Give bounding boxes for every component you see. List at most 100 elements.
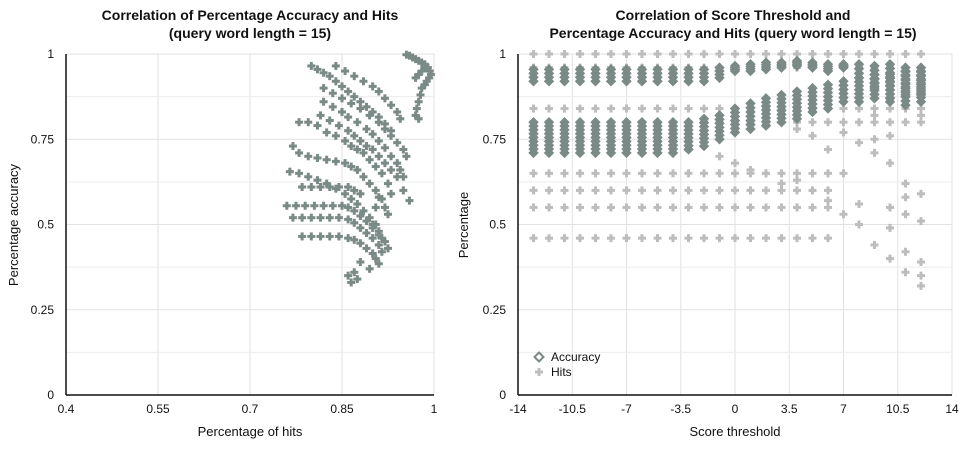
data-point xyxy=(344,234,353,243)
hits-point xyxy=(824,186,832,195)
data-point xyxy=(356,97,365,106)
hits-point xyxy=(591,203,600,212)
hits-point xyxy=(529,186,538,195)
hits-point xyxy=(839,50,848,58)
data-point xyxy=(304,172,313,181)
data-point xyxy=(362,102,371,111)
right-x-tick-label: -14 xyxy=(509,402,527,416)
accuracy-point xyxy=(714,110,725,121)
hits-point xyxy=(545,169,553,178)
hits-point xyxy=(560,234,569,243)
data-point xyxy=(384,210,392,219)
hits-point xyxy=(917,118,925,127)
accuracy-point xyxy=(776,57,787,68)
legend-label-hits: Hits xyxy=(551,365,572,379)
data-point xyxy=(380,125,389,134)
hits-point xyxy=(622,104,631,113)
hits-point xyxy=(808,169,817,178)
right-x-tick-label: -3.5 xyxy=(670,402,691,416)
right-chart-title: Correlation of Score Threshold and xyxy=(616,7,851,23)
hits-point xyxy=(808,186,817,195)
data-point xyxy=(334,121,343,130)
hits-point xyxy=(855,220,863,229)
hits-point xyxy=(700,50,708,58)
data-point xyxy=(347,142,356,151)
hits-point xyxy=(870,148,879,157)
hits-point xyxy=(777,203,786,212)
data-point xyxy=(295,148,304,157)
accuracy-point xyxy=(822,59,834,70)
hits-point xyxy=(870,118,879,127)
accuracy-point xyxy=(683,116,694,128)
data-point xyxy=(396,114,405,123)
right-x-tick-label: -7 xyxy=(621,402,632,416)
hits-point xyxy=(653,203,662,212)
right-x-tick-label: 7 xyxy=(840,402,847,416)
data-point xyxy=(356,189,365,198)
hits-point xyxy=(638,186,646,195)
accuracy-point xyxy=(698,64,710,75)
accuracy-point xyxy=(760,57,772,68)
accuracy-point xyxy=(760,93,772,104)
hits-point xyxy=(824,234,832,243)
left-y-tick-label: 0.5 xyxy=(37,218,54,232)
hits-point xyxy=(591,186,600,195)
data-point xyxy=(292,201,300,210)
hits-point xyxy=(777,50,786,58)
accuracy-point xyxy=(590,64,601,75)
data-point xyxy=(338,201,346,210)
accuracy-point xyxy=(915,65,927,77)
hits-point xyxy=(731,203,739,212)
hits-point xyxy=(746,234,755,243)
accuracy-point xyxy=(791,86,803,97)
data-point xyxy=(353,165,362,174)
hits-point xyxy=(576,104,584,113)
data-point xyxy=(384,179,392,188)
data-point xyxy=(316,182,325,191)
hits-point xyxy=(529,169,538,178)
right-x-tick-label: -10.5 xyxy=(559,402,587,416)
hits-point xyxy=(684,169,693,178)
data-point xyxy=(350,186,359,195)
accuracy-point xyxy=(605,64,617,75)
hits-point xyxy=(886,203,894,212)
hits-point xyxy=(715,50,724,58)
hits-point xyxy=(653,234,662,243)
data-point xyxy=(374,230,383,239)
data-point xyxy=(344,215,353,224)
accuracy-point xyxy=(605,116,617,128)
data-point xyxy=(325,213,334,222)
data-point xyxy=(282,201,291,210)
legend-marker-hits xyxy=(535,368,543,376)
data-point xyxy=(347,278,356,287)
data-point xyxy=(350,72,359,81)
hits-point xyxy=(700,186,708,195)
accuracy-point xyxy=(869,69,880,80)
hits-point xyxy=(839,169,848,178)
hits-point xyxy=(901,118,910,127)
data-point xyxy=(319,68,328,77)
hits-point xyxy=(638,234,646,243)
right-chart: Correlation of Score Threshold and Perce… xyxy=(456,7,959,439)
right-y-tick-label: 0 xyxy=(499,388,506,402)
hits-point xyxy=(793,176,801,185)
hits-point xyxy=(560,203,569,212)
accuracy-point xyxy=(621,116,632,128)
data-point xyxy=(384,244,392,253)
data-point xyxy=(310,201,319,210)
data-point xyxy=(298,232,307,241)
data-point xyxy=(316,111,325,120)
data-point xyxy=(387,189,396,198)
hits-point xyxy=(901,210,910,219)
hits-point xyxy=(638,104,646,113)
accuracy-point xyxy=(729,60,741,72)
hits-point xyxy=(669,234,677,243)
right-y-tick-label: 0.75 xyxy=(483,132,507,146)
data-point xyxy=(362,125,371,134)
data-point xyxy=(288,142,297,151)
data-point xyxy=(356,104,365,113)
accuracy-point xyxy=(745,98,756,109)
data-point xyxy=(344,113,353,122)
left-x-tick-label: 0.55 xyxy=(146,402,170,416)
data-point xyxy=(399,145,408,154)
